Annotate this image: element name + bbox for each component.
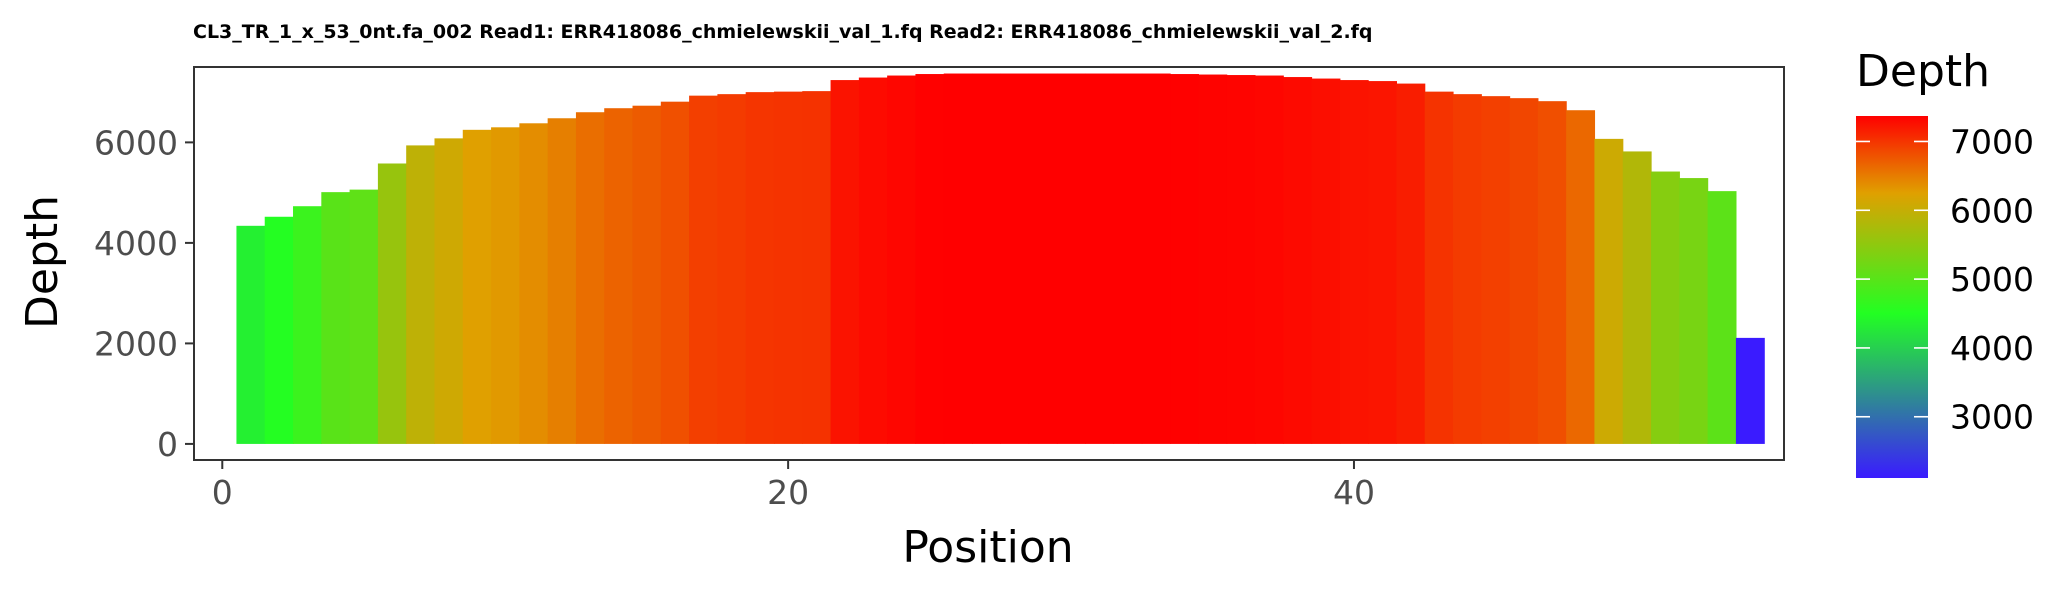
bar-position-29 <box>1028 73 1058 444</box>
bar-position-19 <box>745 92 775 444</box>
bar-position-15 <box>632 105 662 444</box>
bar-position-3 <box>293 206 322 444</box>
bar-position-9 <box>462 129 492 444</box>
bar-position-47 <box>1537 101 1567 444</box>
bar-position-22 <box>830 80 860 444</box>
bar-position-20 <box>773 91 803 444</box>
bar-position-12 <box>547 118 577 444</box>
y-axis-title: Depth <box>17 195 68 329</box>
bar-position-2 <box>264 216 294 444</box>
bar-position-27 <box>972 73 1001 444</box>
legend-tick-label: 6000 <box>1950 191 2034 230</box>
bar-position-8 <box>434 138 464 444</box>
legend-tick-label: 7000 <box>1950 122 2034 161</box>
bar-position-13 <box>575 112 605 444</box>
bar-position-48 <box>1566 110 1596 444</box>
bar-position-23 <box>858 77 888 444</box>
bar-position-16 <box>660 101 690 444</box>
bar-position-31 <box>1085 73 1115 444</box>
bar-position-49 <box>1594 138 1624 444</box>
bar-position-52 <box>1679 178 1709 444</box>
legend-tick-label: 4000 <box>1950 329 2034 368</box>
bar-position-30 <box>1056 73 1086 444</box>
bar-position-36 <box>1226 75 1256 444</box>
bar-position-5 <box>349 189 379 444</box>
bar-position-51 <box>1651 171 1680 444</box>
legend-title: Depth <box>1856 46 1990 97</box>
y-tick-label: 6000 <box>94 123 178 162</box>
y-tick-label: 2000 <box>94 324 178 363</box>
legend-colorbar <box>1856 116 1928 478</box>
plot-border <box>193 66 1785 461</box>
bar-position-21 <box>802 91 832 444</box>
bar-position-18 <box>717 94 747 444</box>
legend-ticks: 3000 4000 5000 6000 7000 <box>1856 122 2034 437</box>
y-tick-label: 4000 <box>94 224 178 263</box>
x-tick-label: 20 <box>767 473 809 512</box>
bar-position-33 <box>1141 73 1171 444</box>
y-axis: 0 2000 4000 6000 <box>94 123 194 464</box>
bar-position-35 <box>1198 74 1228 444</box>
bar-position-40 <box>1339 80 1369 444</box>
x-tick-label: 40 <box>1333 473 1375 512</box>
legend: Depth 3000 4000 5000 6000 7000 <box>1856 46 2034 478</box>
bar-position-41 <box>1368 81 1397 444</box>
legend-tick-label: 3000 <box>1950 398 2034 437</box>
x-axis: 0 20 40 <box>212 460 1375 512</box>
bar-position-28 <box>1000 73 1030 444</box>
bar-position-39 <box>1311 78 1341 444</box>
bar-position-7 <box>406 145 436 444</box>
bars-group <box>236 73 1765 444</box>
bar-position-6 <box>377 163 407 444</box>
bar-position-50 <box>1622 151 1652 444</box>
bar-position-46 <box>1509 98 1539 444</box>
bar-position-37 <box>1254 75 1284 444</box>
bar-position-42 <box>1396 83 1426 444</box>
x-axis-title: Position <box>902 522 1073 573</box>
x-tick-label: 0 <box>212 473 233 512</box>
bar-position-54 <box>1735 337 1765 444</box>
bar-position-11 <box>519 123 549 444</box>
bar-position-43 <box>1424 91 1454 444</box>
bar-position-10 <box>491 127 520 444</box>
bar-position-32 <box>1113 73 1143 444</box>
bar-position-38 <box>1283 77 1313 444</box>
y-tick-label: 0 <box>157 425 178 464</box>
bar-position-4 <box>321 192 351 444</box>
bar-position-24 <box>887 75 917 444</box>
bar-position-26 <box>943 73 973 444</box>
chart-title: CL3_TR_1_x_53_0nt.fa_002 Read1: ERR41808… <box>193 21 1373 43</box>
bar-position-1 <box>236 225 266 444</box>
bar-position-34 <box>1170 74 1199 444</box>
bar-position-44 <box>1452 94 1482 444</box>
bar-position-45 <box>1481 96 1511 444</box>
bar-position-25 <box>915 74 945 444</box>
bar-position-17 <box>689 95 718 444</box>
bar-position-53 <box>1707 191 1737 444</box>
bar-position-14 <box>604 108 634 444</box>
legend-tick-label: 5000 <box>1950 260 2034 299</box>
